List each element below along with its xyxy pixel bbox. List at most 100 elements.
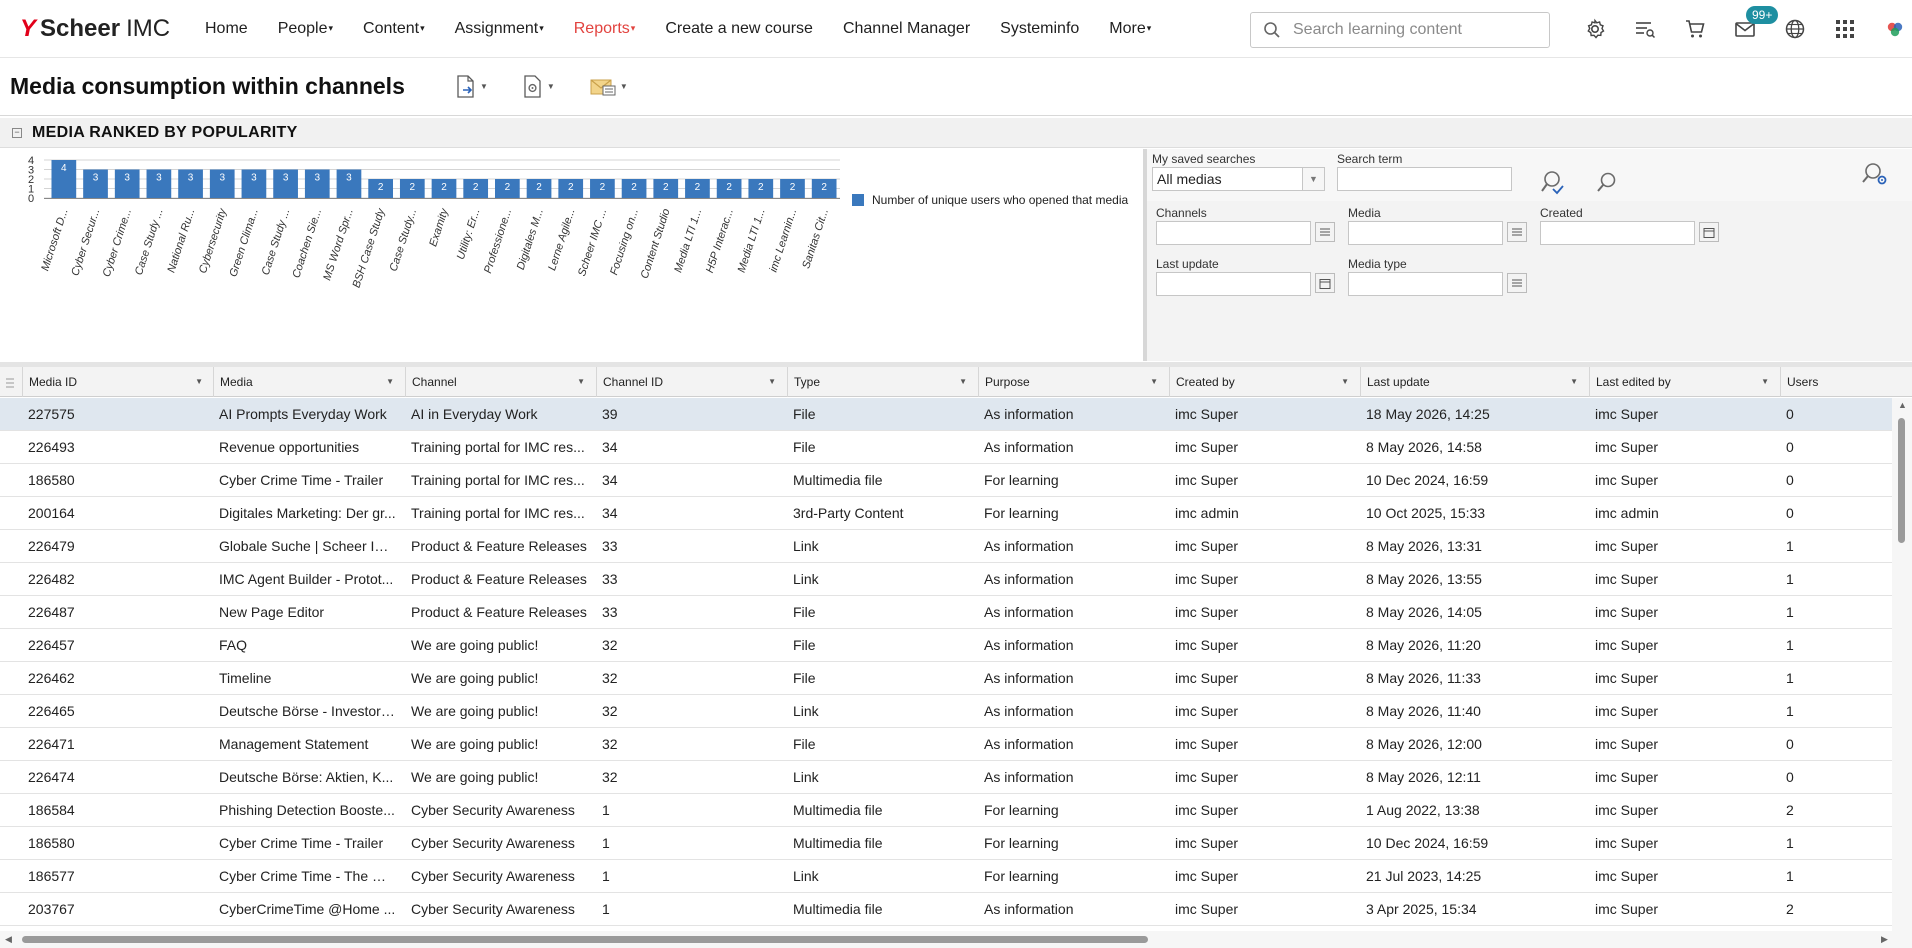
table-row[interactable]: 226471 Management Statement We are going p… bbox=[0, 728, 1892, 761]
column-menu-icon[interactable]: ▼ bbox=[195, 377, 203, 386]
table-row[interactable]: 226474 Deutsche Börse: Aktien, K... We are… bbox=[0, 761, 1892, 794]
search-box[interactable] bbox=[1250, 12, 1550, 48]
column-menu-icon[interactable]: ▼ bbox=[1150, 377, 1158, 386]
cell-last-update: 8 May 2026, 11:20 bbox=[1366, 637, 1481, 653]
cell-media-id: 226465 bbox=[28, 703, 75, 719]
drag-handle-icon[interactable] bbox=[6, 376, 14, 388]
table-row[interactable]: 226493 Revenue opportunities Training port… bbox=[0, 431, 1892, 464]
panel-splitter[interactable] bbox=[1143, 149, 1147, 361]
media-input[interactable] bbox=[1348, 221, 1503, 245]
chevron-down-icon: ▾ bbox=[630, 22, 636, 33]
bar bbox=[336, 169, 362, 198]
list-picker-icon[interactable] bbox=[1507, 222, 1527, 242]
column-header-last-edited-by[interactable]: Last edited by ▼ bbox=[1589, 367, 1775, 397]
toolbar-icons: 99+ bbox=[1570, 0, 1912, 58]
column-header-users[interactable]: Users bbox=[1780, 367, 1892, 397]
table-row[interactable]: 186580 Cyber Crime Time - Trailer Training… bbox=[0, 464, 1892, 497]
bar-value-label: 2 bbox=[663, 182, 669, 193]
export-document-button[interactable]: ▼ bbox=[455, 74, 488, 99]
nav-item-more[interactable]: More▾ bbox=[1109, 20, 1151, 38]
horizontal-scroll-thumb[interactable] bbox=[22, 936, 1148, 943]
column-header-purpose[interactable]: Purpose ▼ bbox=[978, 367, 1164, 397]
column-menu-icon[interactable]: ▼ bbox=[577, 377, 585, 386]
column-menu-icon[interactable]: ▼ bbox=[959, 377, 967, 386]
column-menu-icon[interactable]: ▼ bbox=[768, 377, 776, 386]
nav-item-home[interactable]: Home bbox=[205, 20, 248, 38]
vertical-scroll-thumb[interactable] bbox=[1898, 418, 1905, 543]
table-row[interactable]: 200164 Digitales Marketing: Der gr... Trai… bbox=[0, 497, 1892, 530]
channels-input[interactable] bbox=[1156, 221, 1311, 245]
table-row[interactable]: 226462 Timeline We are going public! 32 File… bbox=[0, 662, 1892, 695]
table-row[interactable]: 226487 New Page Editor Product & Feature R… bbox=[0, 596, 1892, 629]
email-report-button[interactable]: ▼ bbox=[589, 76, 628, 98]
collapse-toggle-icon[interactable]: − bbox=[12, 127, 22, 138]
language-globe-icon[interactable] bbox=[1770, 0, 1820, 58]
created-input[interactable] bbox=[1540, 221, 1695, 245]
advanced-search-icon[interactable] bbox=[1539, 169, 1565, 200]
saved-searches-select[interactable]: All medias bbox=[1152, 167, 1325, 191]
scroll-left-icon[interactable]: ◀ bbox=[5, 934, 12, 944]
column-header-created-by[interactable]: Created by ▼ bbox=[1169, 367, 1355, 397]
grid-splitter[interactable] bbox=[0, 362, 1912, 367]
x-category-label: Case Study... bbox=[388, 207, 420, 273]
vertical-scrollbar[interactable]: ▲ bbox=[1892, 398, 1912, 931]
nav-item-reports[interactable]: Reports▾ bbox=[574, 20, 636, 38]
scroll-up-icon[interactable]: ▲ bbox=[1898, 400, 1907, 410]
search-term-input[interactable] bbox=[1337, 167, 1512, 191]
list-picker-icon[interactable] bbox=[1507, 273, 1527, 293]
table-row[interactable]: 226479 Globale Suche | Scheer IM... Produc… bbox=[0, 530, 1892, 563]
horizontal-scrollbar[interactable]: ◀ ▶ bbox=[0, 931, 1912, 948]
brand-logo[interactable]: Y Scheer IMC bbox=[20, 15, 200, 43]
column-menu-icon[interactable]: ▼ bbox=[1341, 377, 1349, 386]
chevron-down-icon[interactable]: ▼ bbox=[1302, 168, 1324, 190]
product-logo-icon[interactable] bbox=[1870, 0, 1912, 58]
table-row[interactable]: 227575 AI Prompts Everyday Work AI in Ever… bbox=[0, 398, 1892, 431]
column-menu-icon[interactable]: ▼ bbox=[386, 377, 394, 386]
table-row[interactable]: 186577 Cyber Crime Time - The Ga... Cyber … bbox=[0, 860, 1892, 893]
column-header-type[interactable]: Type ▼ bbox=[787, 367, 973, 397]
last-update-input[interactable] bbox=[1156, 272, 1311, 296]
column-header-channel-id[interactable]: Channel ID ▼ bbox=[596, 367, 782, 397]
column-header-media-id[interactable]: Media ID ▼ bbox=[22, 367, 209, 397]
search-input[interactable] bbox=[1293, 21, 1533, 39]
media-type-input[interactable] bbox=[1348, 272, 1503, 296]
report-settings-button[interactable]: ▼ bbox=[522, 74, 555, 99]
bar-value-label: 2 bbox=[568, 182, 574, 193]
cell-type: File bbox=[793, 439, 816, 455]
table-row[interactable]: 226457 FAQ We are going public! 32 File As in… bbox=[0, 629, 1892, 662]
list-picker-icon[interactable] bbox=[1315, 222, 1335, 242]
settings-icon[interactable] bbox=[1570, 0, 1620, 58]
y-tick-label: 3 bbox=[28, 165, 34, 177]
cell-users: 0 bbox=[1786, 406, 1794, 422]
cart-icon[interactable] bbox=[1670, 0, 1720, 58]
column-header-channel[interactable]: Channel ▼ bbox=[405, 367, 591, 397]
cell-users: 1 bbox=[1786, 670, 1794, 686]
table-row[interactable]: 226482 IMC Agent Builder - Protot... Produ… bbox=[0, 563, 1892, 596]
nav-item-content[interactable]: Content▾ bbox=[363, 20, 425, 38]
table-row[interactable]: 203767 CyberCrimeTime @Home ... Cyber Secu… bbox=[0, 893, 1892, 926]
nav-item-create-a-new-course[interactable]: Create a new course bbox=[665, 20, 813, 38]
task-list-icon[interactable] bbox=[1620, 0, 1670, 58]
scroll-right-icon[interactable]: ▶ bbox=[1881, 934, 1888, 944]
calendar-icon[interactable] bbox=[1315, 273, 1335, 293]
column-menu-icon[interactable]: ▼ bbox=[1570, 377, 1578, 386]
nav-item-people[interactable]: People▾ bbox=[278, 20, 333, 38]
nav-item-assignment[interactable]: Assignment▾ bbox=[455, 20, 544, 38]
table-row[interactable]: 226465 Deutsche Börse - Investor ... We ar… bbox=[0, 695, 1892, 728]
nav-item-channel-manager[interactable]: Channel Manager bbox=[843, 20, 970, 38]
bar bbox=[716, 179, 742, 198]
cell-last-update: 3 Apr 2025, 15:34 bbox=[1366, 901, 1477, 917]
column-menu-icon[interactable]: ▼ bbox=[1761, 377, 1769, 386]
search-icon[interactable] bbox=[1595, 171, 1619, 200]
table-row[interactable]: 186580 Cyber Crime Time - Trailer Cyber Se… bbox=[0, 827, 1892, 860]
app-grid-icon[interactable] bbox=[1820, 0, 1870, 58]
cell-channel-id: 34 bbox=[602, 472, 618, 488]
table-row[interactable]: 186584 Phishing Detection Booste... Cyber … bbox=[0, 794, 1892, 827]
column-header-last-update[interactable]: Last update ▼ bbox=[1360, 367, 1584, 397]
search-settings-icon[interactable] bbox=[1861, 161, 1889, 192]
calendar-icon[interactable] bbox=[1699, 222, 1719, 242]
inbox-icon[interactable]: 99+ bbox=[1720, 0, 1779, 58]
column-header-media[interactable]: Media ▼ bbox=[213, 367, 400, 397]
cell-channel: Product & Feature Releases bbox=[411, 571, 587, 587]
nav-item-systeminfo[interactable]: Systeminfo bbox=[1000, 20, 1079, 38]
